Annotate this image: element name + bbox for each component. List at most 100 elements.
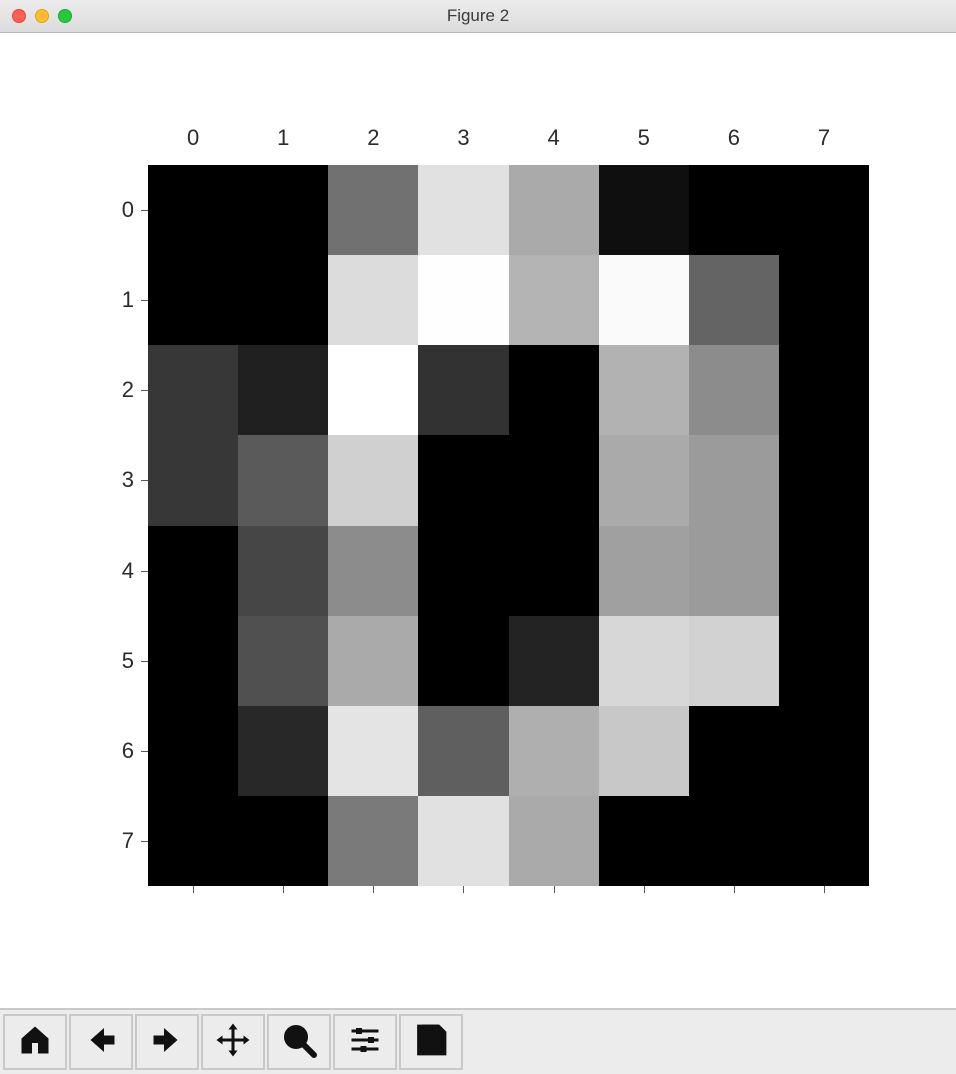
y-tick-mark [141, 480, 148, 481]
titlebar: Figure 2 [0, 0, 956, 33]
y-tick-mark [141, 571, 148, 572]
heatmap-cell [599, 165, 689, 255]
x-tick-mark [734, 886, 735, 893]
y-tick-label: 7 [122, 828, 134, 854]
heatmap-cell [418, 435, 508, 525]
magnifier-icon [281, 1022, 317, 1063]
heatmap-cell [509, 165, 599, 255]
heatmap-cell [509, 435, 599, 525]
heatmap-cell [328, 796, 418, 886]
heatmap-cell [238, 435, 328, 525]
heatmap-cell [779, 435, 869, 525]
heatmap-cell [418, 345, 508, 435]
heatmap-cell [238, 165, 328, 255]
y-tick-mark [141, 751, 148, 752]
heatmap-cell [328, 706, 418, 796]
move-icon [215, 1022, 251, 1063]
heatmap-cell [599, 255, 689, 345]
heatmap-axes: 0123456701234567 [148, 165, 869, 886]
heatmap-cell [509, 616, 599, 706]
heatmap-cell [238, 345, 328, 435]
heatmap-cell [509, 255, 599, 345]
configure-button[interactable] [333, 1014, 397, 1070]
y-tick-label: 2 [122, 377, 134, 403]
y-tick-label: 0 [122, 197, 134, 223]
home-icon [17, 1022, 53, 1063]
heatmap-cell [238, 796, 328, 886]
zoom-button[interactable] [267, 1014, 331, 1070]
heatmap-cell [689, 616, 779, 706]
heatmap-cell [148, 255, 238, 345]
heatmap-cell [418, 706, 508, 796]
heatmap-cell [509, 796, 599, 886]
heatmap-cell [328, 526, 418, 616]
heatmap-cell [148, 435, 238, 525]
save-button[interactable] [399, 1014, 463, 1070]
y-tick-label: 4 [122, 558, 134, 584]
arrow-left-icon [83, 1022, 119, 1063]
x-tick-label: 5 [638, 125, 650, 151]
y-tick-mark [141, 390, 148, 391]
y-tick-label: 3 [122, 467, 134, 493]
heatmap-cell [238, 255, 328, 345]
heatmap-cell [779, 706, 869, 796]
heatmap-cell [328, 616, 418, 706]
y-tick-mark [141, 841, 148, 842]
heatmap [148, 165, 869, 886]
minimize-button[interactable] [35, 9, 49, 23]
x-tick-label: 3 [457, 125, 469, 151]
heatmap-cell [418, 526, 508, 616]
x-tick-mark [644, 886, 645, 893]
heatmap-cell [238, 526, 328, 616]
pan-button[interactable] [201, 1014, 265, 1070]
heatmap-cell [238, 616, 328, 706]
close-button[interactable] [12, 9, 26, 23]
x-tick-mark [463, 886, 464, 893]
heatmap-cell [689, 796, 779, 886]
heatmap-cell [509, 526, 599, 616]
heatmap-cell [148, 706, 238, 796]
heatmap-cell [418, 796, 508, 886]
window-title: Figure 2 [0, 6, 956, 26]
y-tick-mark [141, 300, 148, 301]
heatmap-cell [148, 165, 238, 255]
heatmap-cell [599, 616, 689, 706]
x-tick-label: 2 [367, 125, 379, 151]
heatmap-cell [779, 345, 869, 435]
heatmap-cell [418, 165, 508, 255]
heatmap-cell [689, 255, 779, 345]
save-icon [413, 1022, 449, 1063]
heatmap-cell [328, 255, 418, 345]
forward-button[interactable] [135, 1014, 199, 1070]
heatmap-cell [689, 435, 779, 525]
heatmap-cell [328, 345, 418, 435]
x-tick-mark [554, 886, 555, 893]
x-tick-label: 6 [728, 125, 740, 151]
heatmap-cell [599, 526, 689, 616]
x-tick-mark [824, 886, 825, 893]
x-tick-label: 7 [818, 125, 830, 151]
heatmap-cell [328, 165, 418, 255]
heatmap-cell [148, 345, 238, 435]
x-tick-mark [373, 886, 374, 893]
traffic-lights [12, 9, 72, 23]
heatmap-cell [689, 526, 779, 616]
heatmap-cell [238, 706, 328, 796]
heatmap-cell [328, 435, 418, 525]
sliders-icon [347, 1022, 383, 1063]
y-tick-label: 6 [122, 738, 134, 764]
heatmap-cell [779, 526, 869, 616]
heatmap-cell [599, 706, 689, 796]
back-button[interactable] [69, 1014, 133, 1070]
zoom-button[interactable] [58, 9, 72, 23]
x-tick-label: 0 [187, 125, 199, 151]
heatmap-cell [779, 616, 869, 706]
x-tick-mark [283, 886, 284, 893]
heatmap-cell [689, 165, 779, 255]
home-button[interactable] [3, 1014, 67, 1070]
heatmap-cell [599, 435, 689, 525]
heatmap-cell [779, 165, 869, 255]
heatmap-cell [689, 345, 779, 435]
heatmap-cell [689, 706, 779, 796]
y-tick-mark [141, 661, 148, 662]
